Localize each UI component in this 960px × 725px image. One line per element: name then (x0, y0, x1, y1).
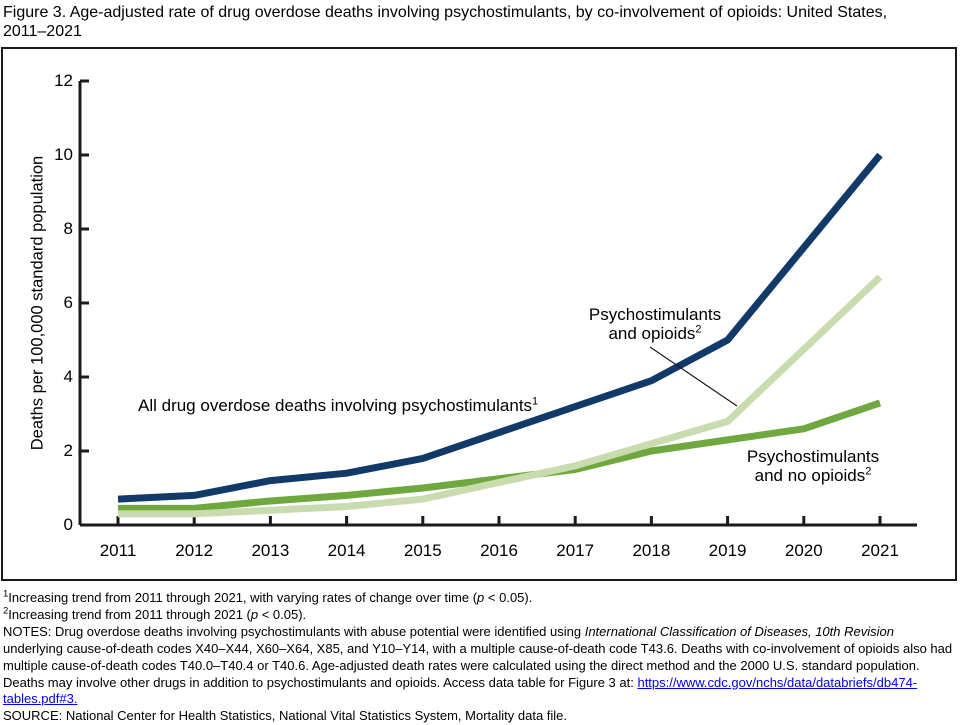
x-tick-label: 2012 (175, 541, 214, 560)
y-tick-label: 6 (63, 293, 73, 312)
x-tick-label: 2016 (480, 541, 518, 560)
footnote-notes: NOTES: Drug overdose deaths involving ps… (3, 623, 953, 707)
footnote-source: SOURCE: National Center for Health Stati… (3, 708, 568, 724)
x-tick-label: 2019 (708, 541, 747, 560)
y-tick-label: 12 (54, 71, 73, 90)
y-tick-label: 2 (63, 441, 73, 460)
figure-title-line1: Figure 3. Age-adjusted rate of drug over… (3, 4, 888, 21)
x-tick-label: 2015 (403, 541, 442, 560)
annotation-psychostimulants-and-opioids: Psychostimulants and opioids2 (588, 305, 722, 343)
y-tick-label: 0 (63, 515, 73, 534)
x-tick-label: 2021 (861, 541, 899, 560)
footnote-ref-1: 1 (532, 395, 539, 408)
data-table-link[interactable]: https://www.cdc.gov/nchs/data/databriefs… (3, 674, 918, 707)
annotation-psychostimulants-no-opioids: Psychostimulants and no opioids2 (746, 447, 880, 485)
y-tick-label: 8 (63, 219, 73, 238)
footnote-2: 2Increasing trend from 2011 through 2021… (3, 605, 307, 622)
x-tick-label: 2014 (327, 541, 366, 560)
y-tick-label: 4 (63, 367, 73, 386)
footnote-1: 1Increasing trend from 2011 through 2021… (3, 588, 533, 605)
x-tick-label: 2011 (99, 541, 137, 560)
footnote-ref-2: 2 (695, 322, 702, 335)
x-tick-label: 2017 (556, 541, 595, 560)
footnote-ref-2: 2 (865, 464, 872, 477)
annotation-all-psychostimulants: All drug overdose deaths involving psych… (138, 395, 539, 415)
figure-title: Figure 3. Age-adjusted rate of drug over… (3, 3, 959, 41)
footnotes: 1Increasing trend from 2011 through 2021… (3, 588, 957, 725)
figure-title-line2: 2011–2021 (3, 23, 82, 40)
x-tick-label: 2020 (784, 541, 823, 560)
y-tick-label: 10 (54, 145, 73, 164)
x-tick-label: 2018 (632, 541, 671, 560)
x-tick-label: 2013 (251, 541, 290, 560)
